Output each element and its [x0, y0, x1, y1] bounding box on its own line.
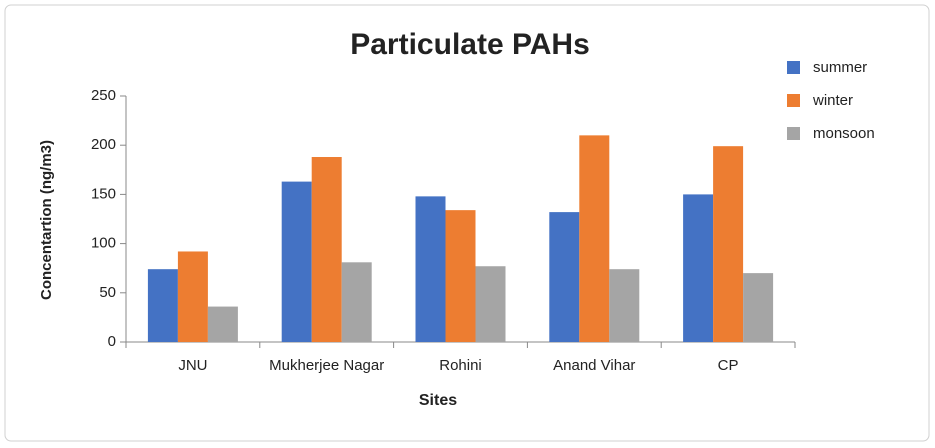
bar: [281, 181, 312, 342]
legend-label: monsoon: [813, 125, 875, 142]
bar: [713, 146, 744, 342]
y-tick-label: 250: [91, 87, 116, 104]
bar: [743, 273, 774, 342]
bar: [475, 266, 506, 342]
legend-label: winter: [812, 92, 853, 109]
x-tick-label: JNU: [178, 357, 207, 374]
bar: [177, 251, 208, 342]
y-tick-label: 150: [91, 185, 116, 202]
bar: [609, 269, 640, 342]
y-tick-label: 200: [91, 136, 116, 153]
legend-swatch: [787, 94, 800, 107]
y-tick-label: 0: [108, 333, 116, 350]
bar: [683, 194, 714, 342]
x-tick-label: Anand Vihar: [553, 357, 635, 374]
bar: [207, 306, 238, 342]
bar: [311, 157, 342, 342]
bar: [579, 135, 610, 342]
bar: [415, 196, 446, 342]
x-tick-label: Rohini: [439, 357, 482, 374]
y-tick-label: 50: [99, 284, 116, 301]
legend-label: summer: [813, 59, 867, 76]
legend-swatch: [787, 61, 800, 74]
bar: [445, 210, 476, 342]
bar: [147, 269, 178, 342]
bar: [549, 212, 580, 342]
chart-title: Particulate PAHs: [350, 28, 590, 61]
y-tick-label: 100: [91, 235, 116, 252]
legend-swatch: [787, 127, 800, 140]
x-tick-label: Mukherjee Nagar: [269, 357, 384, 374]
bar: [341, 262, 372, 342]
y-axis-label: Concentartion (ng/m3): [38, 140, 55, 300]
x-axis-label: Sites: [419, 392, 457, 409]
x-tick-label: CP: [718, 357, 739, 374]
